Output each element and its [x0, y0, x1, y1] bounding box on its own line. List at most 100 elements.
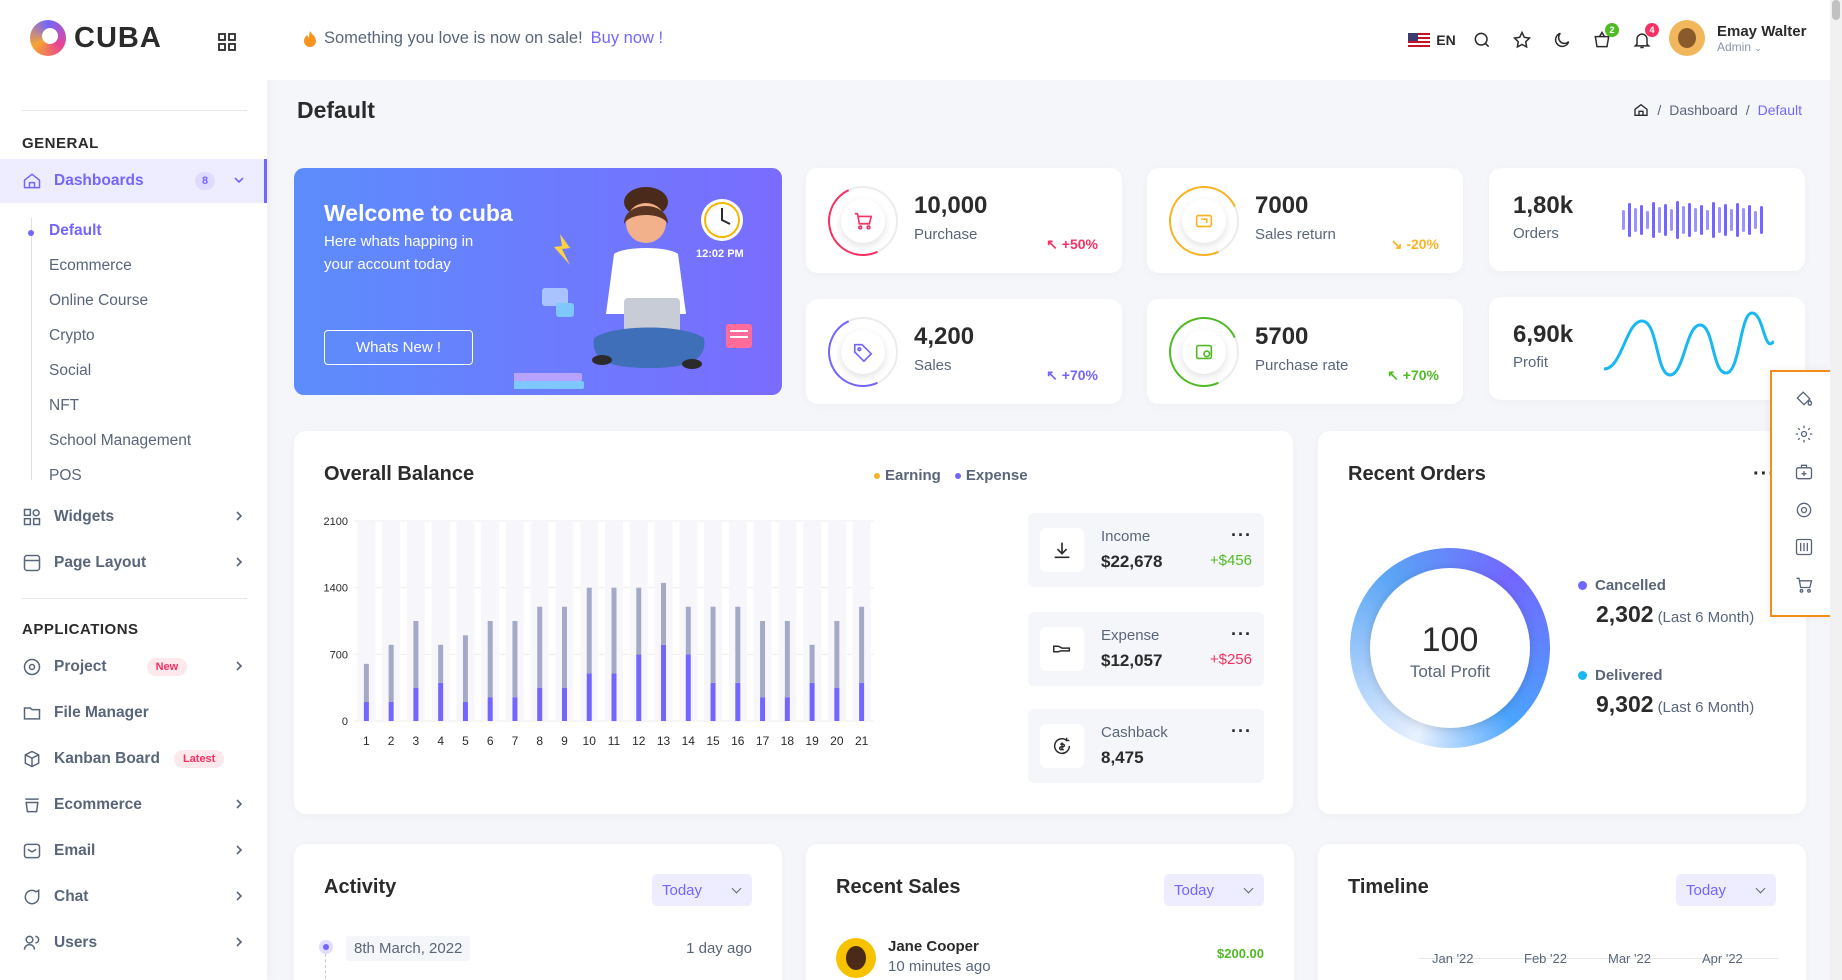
more-icon[interactable]: ···: [1231, 624, 1252, 644]
arrow-up-left-icon: ↖: [1046, 236, 1062, 252]
bar-earning: [760, 621, 766, 698]
settings-icon[interactable]: [1794, 500, 1814, 520]
brand-logo[interactable]: CUBA: [30, 20, 162, 56]
income-label: Income: [1101, 528, 1151, 545]
submenu-item-default[interactable]: Default: [49, 222, 102, 239]
fire-icon: [304, 30, 316, 47]
sidebar-item-label: Dashboards: [54, 172, 144, 189]
x-tick-label: 21: [855, 734, 869, 748]
sidebar-item-dashboards[interactable]: Dashboards 8: [0, 159, 267, 203]
user-menu[interactable]: Emay Walter Admin ⌄: [1669, 20, 1806, 56]
stat-card-sales-return: 7000 Sales return ↘ -20%: [1147, 168, 1463, 273]
donut-label: Total Profit: [1409, 662, 1491, 681]
x-tick-label: 14: [682, 734, 696, 748]
sparkline-bar: [1748, 205, 1751, 235]
stat-value: 5700: [1255, 323, 1309, 350]
sidebar-item-widgets[interactable]: Widgets: [0, 495, 267, 539]
sidebar-item-kanban-board[interactable]: Kanban Board Latest: [0, 737, 267, 781]
top-header: Something you love is now on sale! Buy n…: [267, 0, 1842, 80]
cashback-label: Cashback: [1101, 724, 1168, 741]
bar-earning: [561, 606, 567, 688]
scrollbar-thumb[interactable]: [1832, 0, 1840, 20]
x-tick-label: 6: [487, 734, 494, 748]
stat-value: 7000: [1255, 192, 1309, 219]
user-role-row: Admin ⌄: [1717, 40, 1806, 54]
sparkline-bar: [1640, 205, 1643, 235]
sliders-icon[interactable]: [1794, 537, 1814, 557]
project-icon: [23, 658, 41, 676]
activity-filter-dropdown[interactable]: Today: [652, 874, 752, 906]
sale-amount: $200.00: [1217, 946, 1264, 961]
more-icon[interactable]: ···: [1753, 463, 1776, 485]
sidebar-item-email[interactable]: Email: [0, 829, 267, 873]
stat-change: ↘ -20%: [1391, 236, 1439, 253]
submenu-item-crypto[interactable]: Crypto: [49, 327, 95, 344]
sidebar-item-project[interactable]: Project New: [0, 645, 267, 689]
breadcrumb-dashboard[interactable]: Dashboard: [1669, 102, 1738, 118]
bar-expense: [487, 697, 493, 721]
grid-menu-icon[interactable]: [215, 30, 239, 54]
home-icon[interactable]: [1633, 102, 1649, 118]
avatar: [836, 938, 876, 978]
donut-value: 100: [1421, 621, 1479, 659]
sparkline-bar: [1676, 201, 1679, 239]
timeline-filter-dropdown[interactable]: Today: [1676, 874, 1776, 906]
submenu-item-school-management[interactable]: School Management: [49, 432, 192, 449]
submenu-item-social[interactable]: Social: [49, 362, 92, 379]
whats-new-button[interactable]: Whats New !: [324, 330, 473, 365]
y-tick-label: 0: [342, 716, 348, 728]
month-label: Jan '22: [1432, 951, 1474, 966]
bar-earning: [710, 606, 716, 683]
sidebar-item-chat[interactable]: Chat: [0, 875, 267, 919]
notifications-button[interactable]: 4: [1622, 23, 1662, 55]
buy-now-link[interactable]: Buy now !: [590, 29, 664, 47]
chart-legend: Earning Expense: [874, 467, 1028, 484]
submenu-item-nft[interactable]: NFT: [49, 397, 80, 414]
sparkline-bar: [1730, 209, 1733, 231]
sales-filter-dropdown[interactable]: Today: [1164, 874, 1264, 906]
submenu-item-pos[interactable]: POS: [49, 467, 82, 484]
timeline-dot: [319, 940, 333, 954]
bar-earning: [834, 621, 840, 688]
brand-name: CUBA: [74, 21, 162, 54]
x-tick-label: 12: [632, 734, 646, 748]
sidebar-item-label: Page Layout: [54, 554, 147, 571]
language-selector[interactable]: EN: [1402, 25, 1462, 55]
chevron-right-icon: [236, 891, 243, 901]
bar-expense: [363, 701, 369, 721]
cart-button[interactable]: 2: [1582, 23, 1622, 55]
theme-toggle[interactable]: [1542, 25, 1582, 55]
bookmark-button[interactable]: [1502, 25, 1542, 55]
submenu-item-online-course[interactable]: Online Course: [49, 292, 149, 309]
gear-icon[interactable]: [1794, 424, 1814, 444]
bar-earning: [413, 621, 419, 688]
paint-bucket-icon[interactable]: [1794, 388, 1814, 408]
sparkline-bar: [1712, 202, 1715, 238]
sidebar-item-users[interactable]: Users: [0, 921, 267, 965]
x-tick-label: 18: [781, 734, 795, 748]
cashback-icon: [1054, 737, 1071, 755]
cart-icon[interactable]: [1794, 575, 1814, 595]
submenu-item-ecommerce[interactable]: Ecommerce: [49, 257, 132, 274]
arrow-up-left-icon: ↖: [1046, 367, 1062, 383]
more-icon[interactable]: ···: [1231, 721, 1252, 741]
x-tick-label: 5: [462, 734, 469, 748]
sidebar-item-file-manager[interactable]: File Manager: [0, 691, 267, 735]
card-title: Recent Sales: [836, 876, 961, 898]
return-icon: [1195, 214, 1213, 228]
more-icon[interactable]: ···: [1231, 525, 1252, 545]
search-button[interactable]: [1462, 25, 1502, 55]
x-tick-label: 7: [512, 734, 519, 748]
sidebar-item-label: File Manager: [54, 704, 149, 721]
bar-earning: [735, 606, 741, 683]
expense-value: $12,057: [1101, 651, 1163, 670]
page-scrollbar[interactable]: [1830, 0, 1842, 980]
profit-sparkline: [1604, 311, 1774, 377]
welcome-card: Welcome to cuba Here whats happing in yo…: [294, 168, 782, 395]
bar-earning: [661, 582, 667, 645]
sidebar-item-ecommerce[interactable]: Ecommerce: [0, 783, 267, 827]
medical-kit-icon[interactable]: [1794, 462, 1814, 482]
chevron-right-icon: [236, 799, 243, 809]
sidebar-item-page-layout[interactable]: Page Layout: [0, 541, 267, 585]
sparkline-bar: [1682, 206, 1685, 234]
